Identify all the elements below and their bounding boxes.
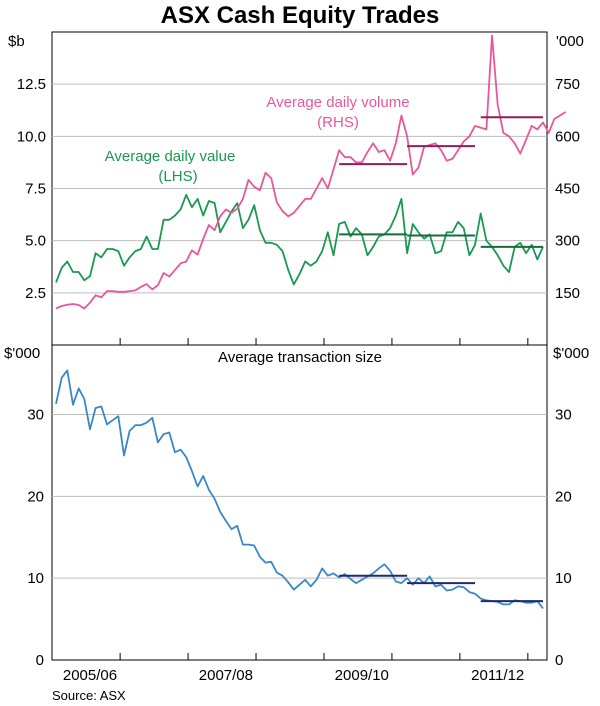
bottom-panel-frame: [51, 344, 548, 661]
daily-volume-line: [55, 34, 567, 310]
bottom-left-tick-label: 20: [27, 488, 44, 505]
top-left-tick-label: 10.0: [17, 128, 46, 145]
top-left-tick-label: 5.0: [25, 233, 46, 250]
daily-value-line: [55, 193, 544, 286]
top-left-tick-label: 7.5: [25, 181, 46, 198]
top-left-unit-label: $b: [8, 33, 25, 50]
top-right-tick-label: 150: [555, 285, 580, 302]
bottom-left-tick-label: 30: [27, 407, 44, 424]
top-right-tick-label: 300: [555, 233, 580, 250]
top-right-tick-label: 750: [555, 76, 580, 93]
top-left-tick-label: 12.5: [17, 76, 46, 93]
source-note: Source: ASX: [52, 688, 126, 703]
volume-series-label: Average daily volume: [266, 94, 409, 111]
bottom-left-unit-label: $'000: [4, 345, 40, 362]
x-tick-label: 2011/12: [471, 667, 524, 684]
bottom-right-tick-label: 10: [555, 570, 572, 587]
x-tick-label: 2009/10: [335, 667, 389, 684]
bottom-right-tick-label: 0: [555, 652, 563, 669]
bottom-panel-title: Average transaction size: [218, 349, 382, 366]
bottom-right-tick-label: 30: [555, 407, 572, 424]
chart-title: ASX Cash Equity Trades: [160, 2, 440, 29]
top-right-tick-label: 600: [555, 128, 580, 145]
volume-series-axis-label: (RHS): [317, 114, 359, 131]
value-series-label: Average daily value: [105, 148, 236, 165]
top-right-tick-label: 450: [555, 181, 580, 198]
value-series-axis-label: (LHS): [158, 168, 197, 185]
bottom-right-unit-label: $'000: [553, 345, 589, 362]
top-right-unit-label: '000: [556, 33, 584, 50]
top-left-tick-label: 2.5: [25, 285, 46, 302]
bottom-left-tick-label: 10: [27, 570, 44, 587]
bottom-right-tick-label: 20: [555, 488, 572, 505]
x-tick-label: 2005/06: [63, 667, 117, 684]
transaction-size-line: [55, 369, 544, 610]
x-tick-label: 2007/08: [199, 667, 253, 684]
bottom-left-tick-label: 0: [36, 652, 44, 669]
